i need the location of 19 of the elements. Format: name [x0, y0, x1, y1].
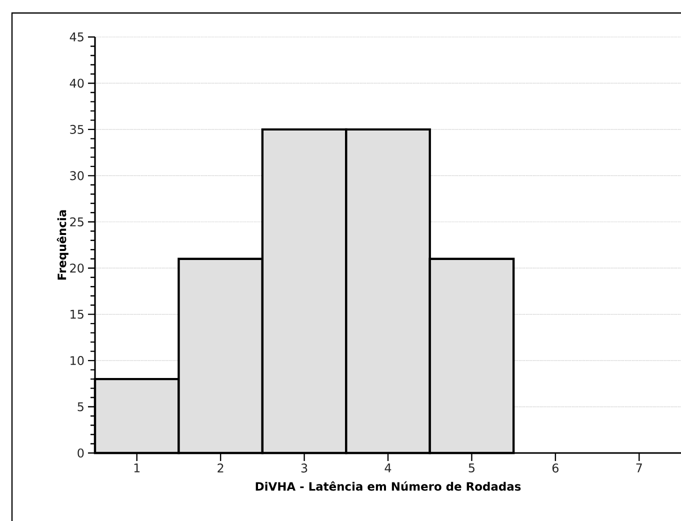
y-tick-label: 30 — [70, 171, 84, 180]
y-tick-label: 40 — [70, 78, 84, 88]
x-axis-title: DiVHA - Latência em Número de Rodadas — [256, 481, 521, 491]
y-axis-title: Frequência — [56, 210, 68, 280]
x-tick-label: 6 — [552, 464, 558, 473]
x-tick-label: 7 — [636, 464, 642, 472]
y-tick-label: 10 — [70, 356, 84, 366]
y-tick-label: 35 — [70, 124, 84, 134]
y-tick-label: 0 — [78, 448, 84, 458]
x-tick-label: 5 — [468, 464, 474, 472]
x-tick-label: 2 — [218, 464, 224, 472]
y-tick-label: 20 — [70, 264, 84, 273]
y-tick-label: 25 — [70, 217, 84, 226]
x-tick-label: 1 — [134, 464, 140, 472]
y-tick-label: 45 — [70, 32, 84, 42]
x-tick-label: 3 — [301, 464, 308, 473]
y-tick-label: 15 — [70, 310, 84, 319]
y-tick-label: 5 — [78, 402, 84, 412]
x-tick-label: 4 — [384, 464, 392, 472]
